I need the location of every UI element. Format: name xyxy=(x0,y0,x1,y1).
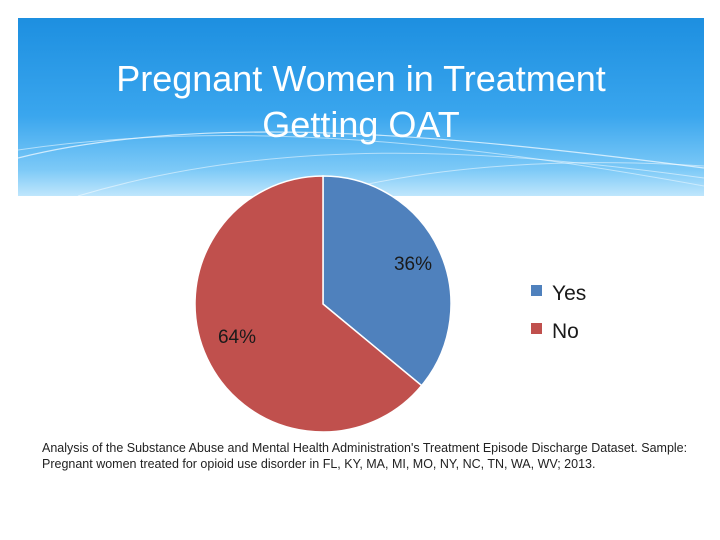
data-label-no: 64% xyxy=(218,327,256,348)
source-footnote: Analysis of the Substance Abuse and Ment… xyxy=(42,441,688,471)
title-banner: Pregnant Women in Treatment Getting OAT xyxy=(18,18,704,196)
pie-slice-no xyxy=(194,175,423,433)
legend-swatch-no xyxy=(531,323,542,334)
legend-swatch-yes xyxy=(531,285,542,296)
data-label-yes: 36% xyxy=(394,254,432,275)
legend-label-no: No xyxy=(552,320,579,343)
legend-label-yes: Yes xyxy=(552,282,586,305)
slide-title-line-2: Getting OAT xyxy=(262,104,460,145)
slide-title: Pregnant Women in Treatment Getting OAT xyxy=(18,56,704,148)
pie-slice-yes xyxy=(322,175,452,387)
slide-title-line-1: Pregnant Women in Treatment xyxy=(116,58,606,99)
